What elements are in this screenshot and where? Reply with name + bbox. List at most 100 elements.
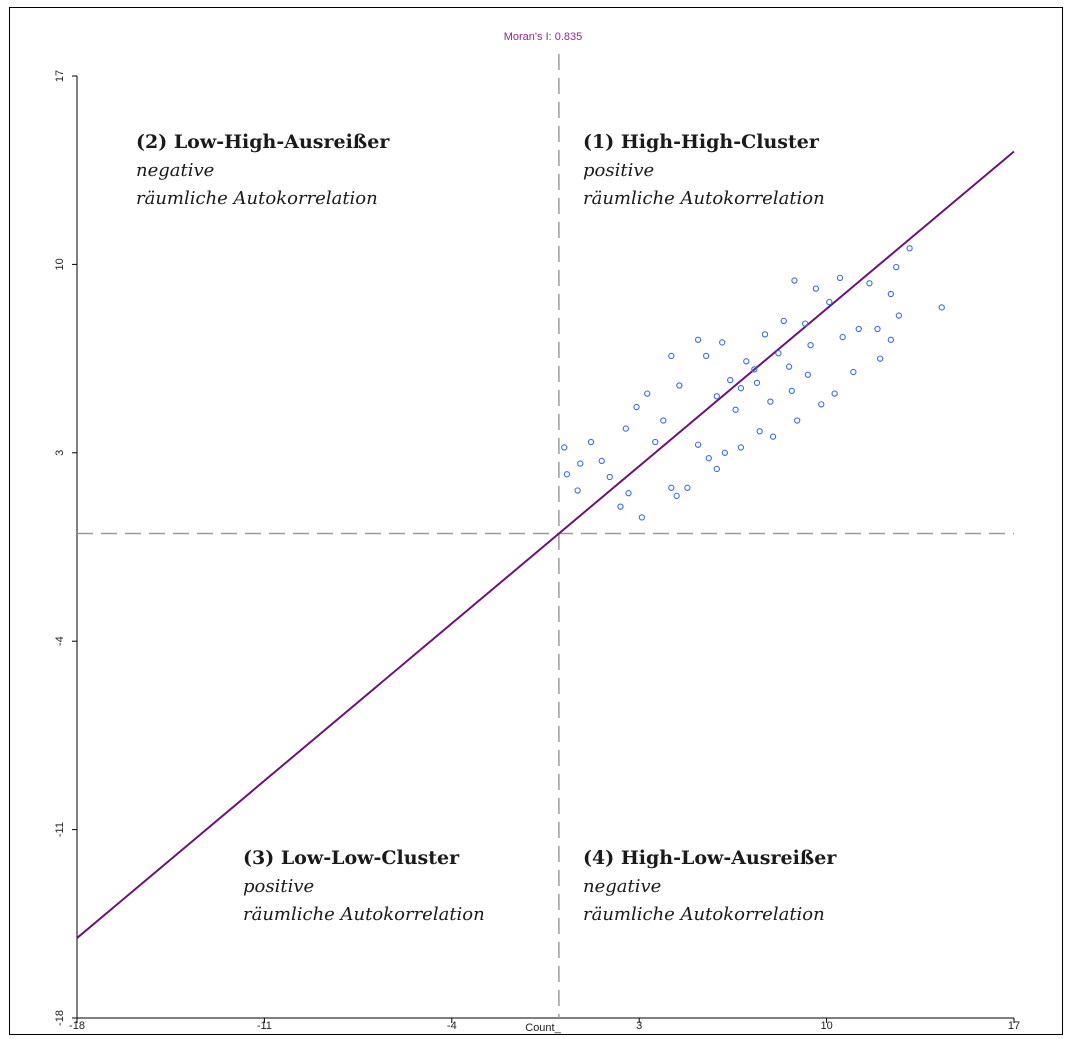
- scatter-point: [818, 401, 825, 408]
- quadrant-4-title: (4) High-Low-Ausreißer: [583, 847, 837, 869]
- scatter-point: [713, 393, 720, 400]
- scatter-point: [617, 503, 624, 510]
- quadrant-1-line1: positive: [583, 160, 654, 181]
- scatter-point: [887, 290, 894, 298]
- scatter-point: [831, 390, 838, 397]
- scatter-point: [737, 444, 745, 451]
- y-tick-label: -4: [54, 636, 66, 646]
- scatter-point: [668, 484, 675, 491]
- scatter-point: [587, 438, 595, 446]
- x-tick-label: -4: [447, 1020, 457, 1032]
- y-tick-label: 3: [54, 450, 66, 456]
- quadrant-2-title: (2) Low-High-Ausreißer: [136, 131, 390, 153]
- scatter-point: [761, 331, 769, 338]
- scatter-point: [705, 455, 712, 462]
- scatter-point: [644, 390, 651, 397]
- scatter-point: [887, 336, 894, 343]
- scatter-point: [906, 245, 913, 252]
- x-axis-ticks: -18 -11 -4 3 10 17: [69, 1018, 1020, 1032]
- scatter-point: [727, 376, 734, 384]
- scatter-point: [938, 304, 945, 311]
- scatter-point: [668, 352, 675, 360]
- scatter-point: [561, 444, 568, 451]
- x-tick-label: 17: [1008, 1020, 1020, 1032]
- quadrant-2-line2: räumliche Autokorrelation: [136, 188, 378, 209]
- y-tick-label: -18: [54, 1010, 66, 1026]
- scatter-point: [785, 363, 793, 370]
- scatter-point: [791, 277, 798, 284]
- x-tick-label: -11: [257, 1020, 272, 1032]
- scatter-point: [694, 441, 702, 448]
- quadrant-1-annotation: (1) High-High-Cluster positive räumliche…: [583, 131, 825, 209]
- scatter-point: [633, 403, 640, 411]
- chart-frame: [9, 7, 1063, 1035]
- scatter-point: [721, 449, 729, 456]
- quadrant-3-title: (3) Low-Low-Cluster: [243, 847, 460, 869]
- scatter-point: [826, 298, 833, 306]
- scatter-point: [606, 473, 613, 481]
- scatter-point: [732, 406, 739, 413]
- regression-line: [76, 150, 1015, 939]
- scatter-point: [622, 425, 629, 432]
- scatter-point: [895, 312, 903, 319]
- scatter-point: [638, 514, 646, 521]
- scatter-point: [866, 280, 873, 287]
- quadrant-1-line2: räumliche Autokorrelation: [583, 188, 825, 209]
- scatter-point: [694, 336, 702, 343]
- scatter-point: [625, 490, 632, 497]
- y-tick-label: -11: [54, 822, 66, 837]
- scatter-point: [574, 487, 581, 494]
- scatter-point: [713, 465, 720, 473]
- scatter-point: [743, 358, 750, 365]
- scatter-point: [775, 350, 782, 357]
- scatter-point: [563, 471, 571, 478]
- scatter-point: [855, 325, 862, 333]
- scatter-point: [751, 366, 758, 373]
- scatter-point: [893, 263, 900, 271]
- x-tick-label: 10: [820, 1020, 832, 1032]
- scatter-point: [660, 417, 667, 424]
- x-tick-label: 3: [636, 1020, 642, 1032]
- scatter-point: [652, 438, 659, 446]
- scatter-point: [876, 355, 884, 362]
- quadrant-4-line2: räumliche Autokorrelation: [583, 904, 825, 925]
- quadrant-2-annotation: (2) Low-High-Ausreißer negative räumlich…: [136, 131, 390, 209]
- scatter-point: [780, 317, 787, 325]
- scatter-point: [836, 274, 844, 282]
- scatter-point: [807, 341, 814, 349]
- scatter-points: [561, 245, 945, 521]
- scatter-point: [702, 352, 710, 360]
- scatter-point: [673, 492, 680, 500]
- scatter-point: [737, 385, 745, 392]
- quadrant-4-annotation: (4) High-Low-Ausreißer negative räumlich…: [583, 847, 837, 925]
- scatter-point: [839, 333, 846, 341]
- scatter-point: [676, 382, 683, 389]
- scatter-point: [756, 428, 763, 435]
- scatter-point: [577, 460, 584, 467]
- scatter-point: [812, 285, 820, 292]
- quadrant-3-line1: positive: [243, 876, 314, 897]
- y-axis-ticks: -18 -11 -4 3 10 17: [54, 70, 77, 1026]
- quadrant-2-line1: negative: [136, 160, 214, 181]
- scatter-point: [719, 339, 726, 346]
- quadrant-1-title: (1) High-High-Cluster: [583, 131, 820, 153]
- quadrant-4-line1: negative: [583, 876, 661, 897]
- scatter-point: [684, 484, 691, 491]
- scatter-point: [802, 320, 809, 327]
- scatter-point: [794, 417, 801, 424]
- x-axis-title: Count_: [525, 1022, 561, 1034]
- x-tick-label: -18: [69, 1020, 85, 1032]
- scatter-point: [788, 387, 795, 395]
- scatter-point: [753, 379, 761, 386]
- y-tick-label: 10: [54, 258, 66, 270]
- y-tick-label: 17: [54, 70, 66, 82]
- scatter-point: [769, 433, 777, 440]
- scatter-point: [804, 371, 812, 378]
- scatter-point: [767, 398, 774, 405]
- scatter-point: [598, 457, 605, 465]
- quadrant-3-annotation: (3) Low-Low-Cluster positive räumliche A…: [243, 847, 485, 925]
- quadrant-3-line2: räumliche Autokorrelation: [243, 904, 485, 925]
- morans-i-label: Moran's I: 0.835: [504, 31, 583, 43]
- scatter-point: [874, 325, 881, 333]
